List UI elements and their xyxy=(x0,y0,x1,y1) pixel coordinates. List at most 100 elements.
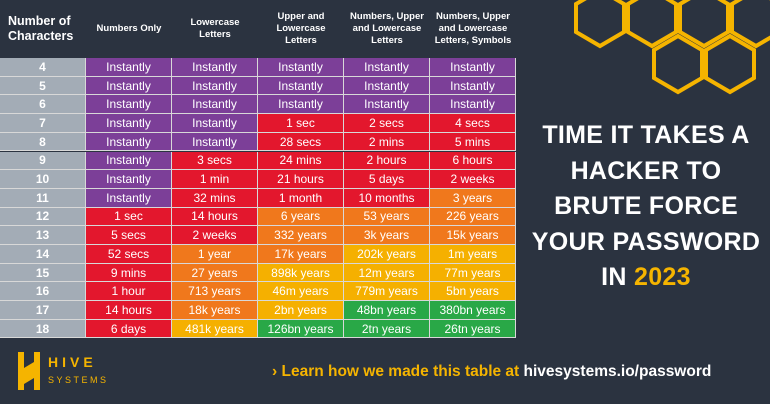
cell: 5 mins xyxy=(430,132,516,152)
cell: Instantly xyxy=(258,76,344,96)
cell: Instantly xyxy=(172,58,258,77)
cell: 12m years xyxy=(344,263,430,283)
cell: 380bn years xyxy=(430,301,516,320)
cell: Instantly xyxy=(344,95,430,115)
cell: 1 min xyxy=(172,170,258,189)
row-label: 7 xyxy=(0,114,86,133)
cell: Instantly xyxy=(86,132,172,152)
cell: Instantly xyxy=(86,188,172,208)
cell: 15k years xyxy=(430,226,516,245)
row-label: 16 xyxy=(0,282,86,302)
cell: 6 days xyxy=(86,319,172,339)
title-year: 2023 xyxy=(634,263,691,291)
cell: 17k years xyxy=(258,245,344,264)
cell: 14 hours xyxy=(86,301,172,320)
cell: 5bn years xyxy=(430,282,516,302)
cell: Instantly xyxy=(172,132,258,152)
title: TIME IT TAKES A HACKER TO BRUTE FORCE YO… xyxy=(528,118,764,296)
cell: Instantly xyxy=(430,95,516,115)
cell: 10 months xyxy=(344,188,430,208)
row-label: 18 xyxy=(0,319,86,339)
cell: 27 years xyxy=(172,263,258,283)
cell: Instantly xyxy=(258,58,344,77)
cell: Instantly xyxy=(258,95,344,115)
cell: 713 years xyxy=(172,282,258,302)
cell: 28 secs xyxy=(258,132,344,152)
cell: 202k years xyxy=(344,245,430,264)
cell: Instantly xyxy=(172,76,258,96)
cell: 1 year xyxy=(172,245,258,264)
cell: 46m years xyxy=(258,282,344,302)
cell: 2 mins xyxy=(344,132,430,152)
cell: 2bn years xyxy=(258,301,344,320)
row-label: 9 xyxy=(0,151,86,171)
row-label: 15 xyxy=(0,263,86,283)
cell: 779m years xyxy=(344,282,430,302)
cell: Instantly xyxy=(86,95,172,115)
cell: 14 hours xyxy=(172,207,258,227)
cell: 6 hours xyxy=(430,151,516,171)
row-label: 10 xyxy=(0,170,86,189)
cell: 53 years xyxy=(344,207,430,227)
row-label: 17 xyxy=(0,301,86,320)
cell: Instantly xyxy=(172,114,258,133)
footer: › Learn how we made this table at hivesy… xyxy=(272,363,711,381)
cell: 32 mins xyxy=(172,188,258,208)
row-label: 8 xyxy=(0,132,86,152)
cell: Instantly xyxy=(86,76,172,96)
cell: 18k years xyxy=(172,301,258,320)
footer-link[interactable]: hivesystems.io/password xyxy=(523,363,712,380)
cell: Instantly xyxy=(172,95,258,115)
cell: 332 years xyxy=(258,226,344,245)
arrow: › xyxy=(272,363,278,380)
cell: Instantly xyxy=(344,58,430,77)
cell: 52 secs xyxy=(86,245,172,264)
cell: 26tn years xyxy=(430,319,516,339)
column-header: Numbers Only xyxy=(96,23,162,34)
cell: 4 secs xyxy=(430,114,516,133)
cell: Instantly xyxy=(86,170,172,189)
cell: 9 mins xyxy=(86,263,172,283)
cell: 2 hours xyxy=(344,151,430,171)
cell: 5 secs xyxy=(86,226,172,245)
cell: 898k years xyxy=(258,263,344,283)
column-header: Number of Characters xyxy=(8,14,74,43)
title-text: TIME IT TAKES A HACKER TO BRUTE FORCE YO… xyxy=(531,121,761,291)
cell: 1 sec xyxy=(258,114,344,133)
cell: Instantly xyxy=(86,114,172,133)
cell: 3 secs xyxy=(172,151,258,171)
logo-name: HIVE xyxy=(48,354,97,370)
cell: 3 years xyxy=(430,188,516,208)
cell: 2 secs xyxy=(344,114,430,133)
logo-sub: SYSTEMS xyxy=(48,375,109,385)
row-label: 12 xyxy=(0,207,86,227)
footer-text: Learn how we made this table at xyxy=(281,363,520,380)
cell: Instantly xyxy=(86,58,172,77)
cell: 6 years xyxy=(258,207,344,227)
cell: 1 hour xyxy=(86,282,172,302)
cell: Instantly xyxy=(86,151,172,171)
cell: 21 hours xyxy=(258,170,344,189)
cell: 1 month xyxy=(258,188,344,208)
cell: 3k years xyxy=(344,226,430,245)
cell: 24 mins xyxy=(258,151,344,171)
row-label: 13 xyxy=(0,226,86,245)
cell: 226 years xyxy=(430,207,516,227)
cell: 481k years xyxy=(172,319,258,339)
cell: 2 weeks xyxy=(430,170,516,189)
row-label: 6 xyxy=(0,95,86,115)
column-header: Upper and Lowercase Letters xyxy=(276,11,326,46)
column-header: Numbers, Upper and Lowercase Letters, Sy… xyxy=(434,11,512,46)
cell: 1 sec xyxy=(86,207,172,227)
cell: Instantly xyxy=(344,76,430,96)
column-header: Numbers, Upper and Lowercase Letters xyxy=(350,11,424,46)
cell: 5 days xyxy=(344,170,430,189)
row-label: 5 xyxy=(0,76,86,96)
cell: 48bn years xyxy=(344,301,430,320)
row-label: 14 xyxy=(0,245,86,264)
row-label: 11 xyxy=(0,188,86,208)
cell: 77m years xyxy=(430,263,516,283)
cell: 2 weeks xyxy=(172,226,258,245)
